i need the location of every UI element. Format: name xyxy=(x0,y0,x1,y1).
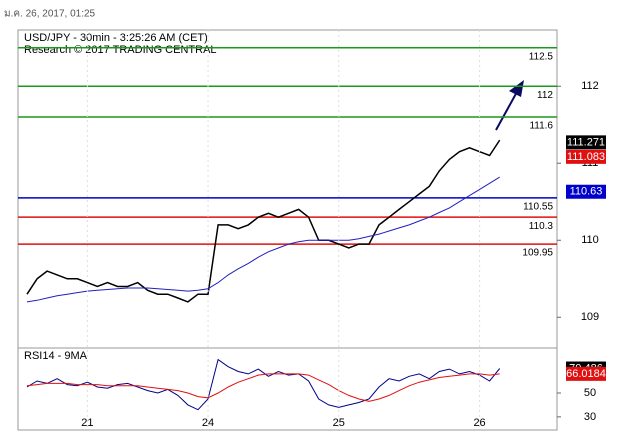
price-tag xyxy=(566,149,606,164)
series-line xyxy=(26,176,500,303)
trend-arrow xyxy=(495,80,524,131)
x-tick-label: 26 xyxy=(473,417,485,429)
price-tag-label: 66.0184 xyxy=(566,368,606,380)
level-label: 111.6 xyxy=(529,121,553,132)
series-line xyxy=(26,139,501,303)
y-tick-label: 109 xyxy=(581,311,599,323)
chart-title: USD/JPY - 30min - 3:25:26 AM (CET) xyxy=(24,32,208,44)
chart-subtitle: Research © 2017 TRADING CENTRAL xyxy=(24,44,217,56)
x-tick-label: 25 xyxy=(333,417,345,429)
y-tick-label: 50 xyxy=(584,387,596,399)
price-tag xyxy=(566,366,606,381)
price-tag xyxy=(566,135,606,150)
timestamp: ม.ค. 26, 2017, 01:25 xyxy=(4,9,96,20)
price-tag-label: 111.083 xyxy=(567,151,605,163)
series-line xyxy=(26,358,501,411)
level-label: 110.55 xyxy=(523,202,553,213)
price-tag-label: 110.63 xyxy=(570,186,603,198)
level-label: 112.5 xyxy=(529,51,554,62)
rsi-title: RSI14 - 9MA xyxy=(24,350,88,362)
y-tick-label: 112 xyxy=(581,80,599,92)
frame xyxy=(17,29,558,431)
y-tick-label: 110 xyxy=(581,234,599,246)
price-tag xyxy=(566,184,606,199)
level-label: 109.95 xyxy=(522,248,553,259)
y-tick-label: 30 xyxy=(584,411,596,423)
x-tick-label: 21 xyxy=(81,417,93,429)
price-tag-label: 111.271 xyxy=(567,136,605,148)
level-label: 110.3 xyxy=(529,221,554,232)
level-label: 112 xyxy=(537,90,553,101)
series-line xyxy=(26,373,500,402)
x-tick-label: 24 xyxy=(202,417,214,429)
